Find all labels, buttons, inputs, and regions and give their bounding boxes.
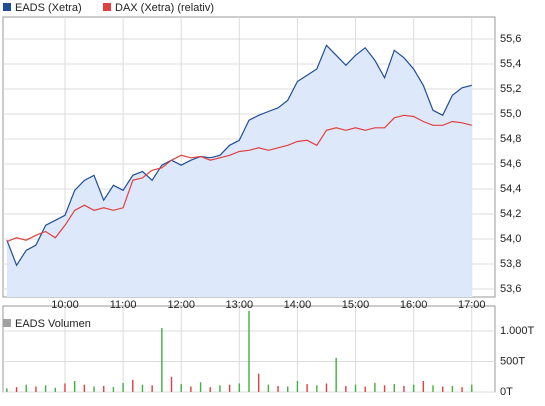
x-tick-label: 14:00 (284, 299, 312, 311)
volume-bar (374, 382, 376, 392)
volume-bar (238, 383, 241, 392)
volume-bar (151, 385, 153, 392)
y-tick-label: 54,0 (500, 233, 521, 245)
x-tick-label: 13:00 (226, 299, 254, 311)
volume-bar (316, 385, 318, 392)
volume-bar (93, 386, 95, 392)
legend-label: DAX (Xetra) (relativ) (115, 2, 214, 14)
volume-bar (248, 310, 250, 392)
y-tick-label: 53,6 (500, 283, 521, 295)
volume-bar (287, 386, 289, 392)
y-tick-label: 0T (500, 386, 513, 398)
y-tick-label: 55,2 (500, 83, 521, 95)
volume-bar (122, 382, 124, 392)
y-tick-label: 55,6 (500, 33, 521, 45)
volume-bar (325, 383, 328, 392)
volume-bar (412, 384, 415, 392)
y-tick-label: 53,8 (500, 258, 521, 270)
legend-swatch (3, 3, 11, 11)
x-tick-label: 11:00 (110, 299, 137, 311)
volume-bar (64, 383, 66, 392)
y-tick-label: 54,4 (500, 183, 521, 195)
y-tick-label: 1.000T (500, 325, 535, 337)
volume-bar (393, 384, 395, 392)
volume-bar (461, 387, 463, 392)
volume-bar (161, 327, 163, 392)
volume-bar (257, 373, 260, 392)
x-tick-label: 15:00 (342, 299, 370, 311)
volume-bar (296, 381, 299, 392)
volume-bar (44, 385, 47, 392)
volume-bar (228, 384, 231, 392)
volume-bar (422, 381, 425, 392)
volume-bar (306, 384, 308, 392)
x-tick-label: 16:00 (400, 299, 428, 311)
y-tick-label: 54,8 (500, 133, 521, 145)
x-tick-label: 17:00 (458, 299, 486, 311)
volume-bar (170, 376, 173, 392)
volume-bar (354, 384, 357, 392)
volume-bar (54, 387, 56, 392)
volume-bar (180, 384, 182, 392)
volume-bar (219, 385, 221, 392)
volume-bar (25, 384, 27, 392)
legend-swatch (3, 319, 11, 327)
volume-bar (277, 385, 279, 392)
volume-bar (209, 387, 211, 392)
volume-bar (442, 386, 444, 392)
line (6, 44, 472, 267)
volume-bar (345, 385, 347, 392)
volume-bar (471, 384, 473, 392)
volume-bar (112, 387, 115, 392)
y-tick-label: 54,2 (500, 208, 521, 220)
legend-swatch (103, 3, 111, 11)
volume-bar (451, 385, 454, 392)
volume-bar (6, 388, 8, 392)
volume-bar (83, 384, 86, 392)
legend-label: EADS Volumen (15, 318, 91, 330)
volume-bar (73, 381, 76, 392)
panel (3, 17, 495, 297)
volume-bar (364, 386, 366, 392)
volume-bar (432, 385, 434, 392)
volume-bar (199, 382, 202, 392)
volume-bar (15, 387, 18, 392)
y-tick-label: 55,0 (500, 108, 521, 120)
volume-bar (403, 385, 405, 392)
legend-label: EADS (Xetra) (15, 2, 82, 14)
volume-bar (267, 384, 270, 392)
volume-bar (103, 385, 105, 392)
x-tick-label: 12:00 (167, 299, 195, 311)
volume-bar (335, 357, 337, 392)
x-tick-label: 10:00 (51, 299, 79, 311)
volume-bar (190, 386, 192, 392)
volume-bar (141, 384, 144, 392)
y-tick-label: 54,6 (500, 158, 521, 170)
line (6, 114, 472, 243)
volume-bar (132, 379, 134, 392)
y-tick-label: 500T (500, 355, 525, 367)
area (6, 45, 472, 297)
volume-bar (383, 385, 386, 392)
y-tick-label: 55,4 (500, 58, 521, 70)
volume-bar (35, 386, 37, 392)
